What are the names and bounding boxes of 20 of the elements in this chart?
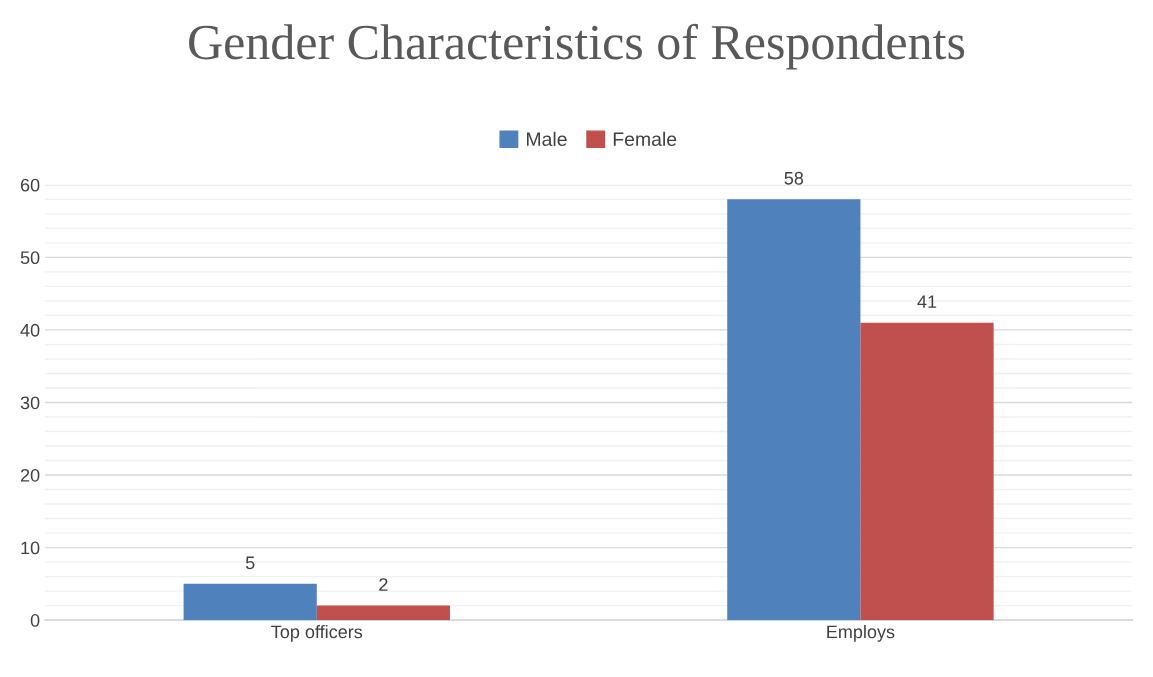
x-tick-label: Top officers: [271, 624, 363, 642]
y-tick-label: 30: [20, 396, 40, 410]
bar: [727, 199, 861, 621]
data-label: 41: [917, 295, 937, 308]
bar: [860, 322, 994, 621]
bar: [183, 583, 317, 621]
y-tick-label: 20: [20, 468, 40, 482]
data-label: 5: [245, 556, 255, 570]
data-label: 2: [379, 578, 388, 591]
legend-label: Male: [526, 131, 567, 147]
bar: [316, 605, 450, 621]
chart-title: Gender Characteristics of Respondents: [189, 23, 965, 70]
legend-label: Female: [613, 131, 677, 147]
x-tick-label: Employs: [827, 624, 895, 642]
y-tick-label: 0: [30, 614, 40, 627]
y-tick-label: 40: [20, 323, 40, 337]
y-tick-label: 10: [21, 541, 40, 555]
y-tick-label: 60: [20, 178, 40, 192]
y-tick-label: 50: [20, 251, 40, 265]
data-label: 58: [784, 171, 804, 185]
